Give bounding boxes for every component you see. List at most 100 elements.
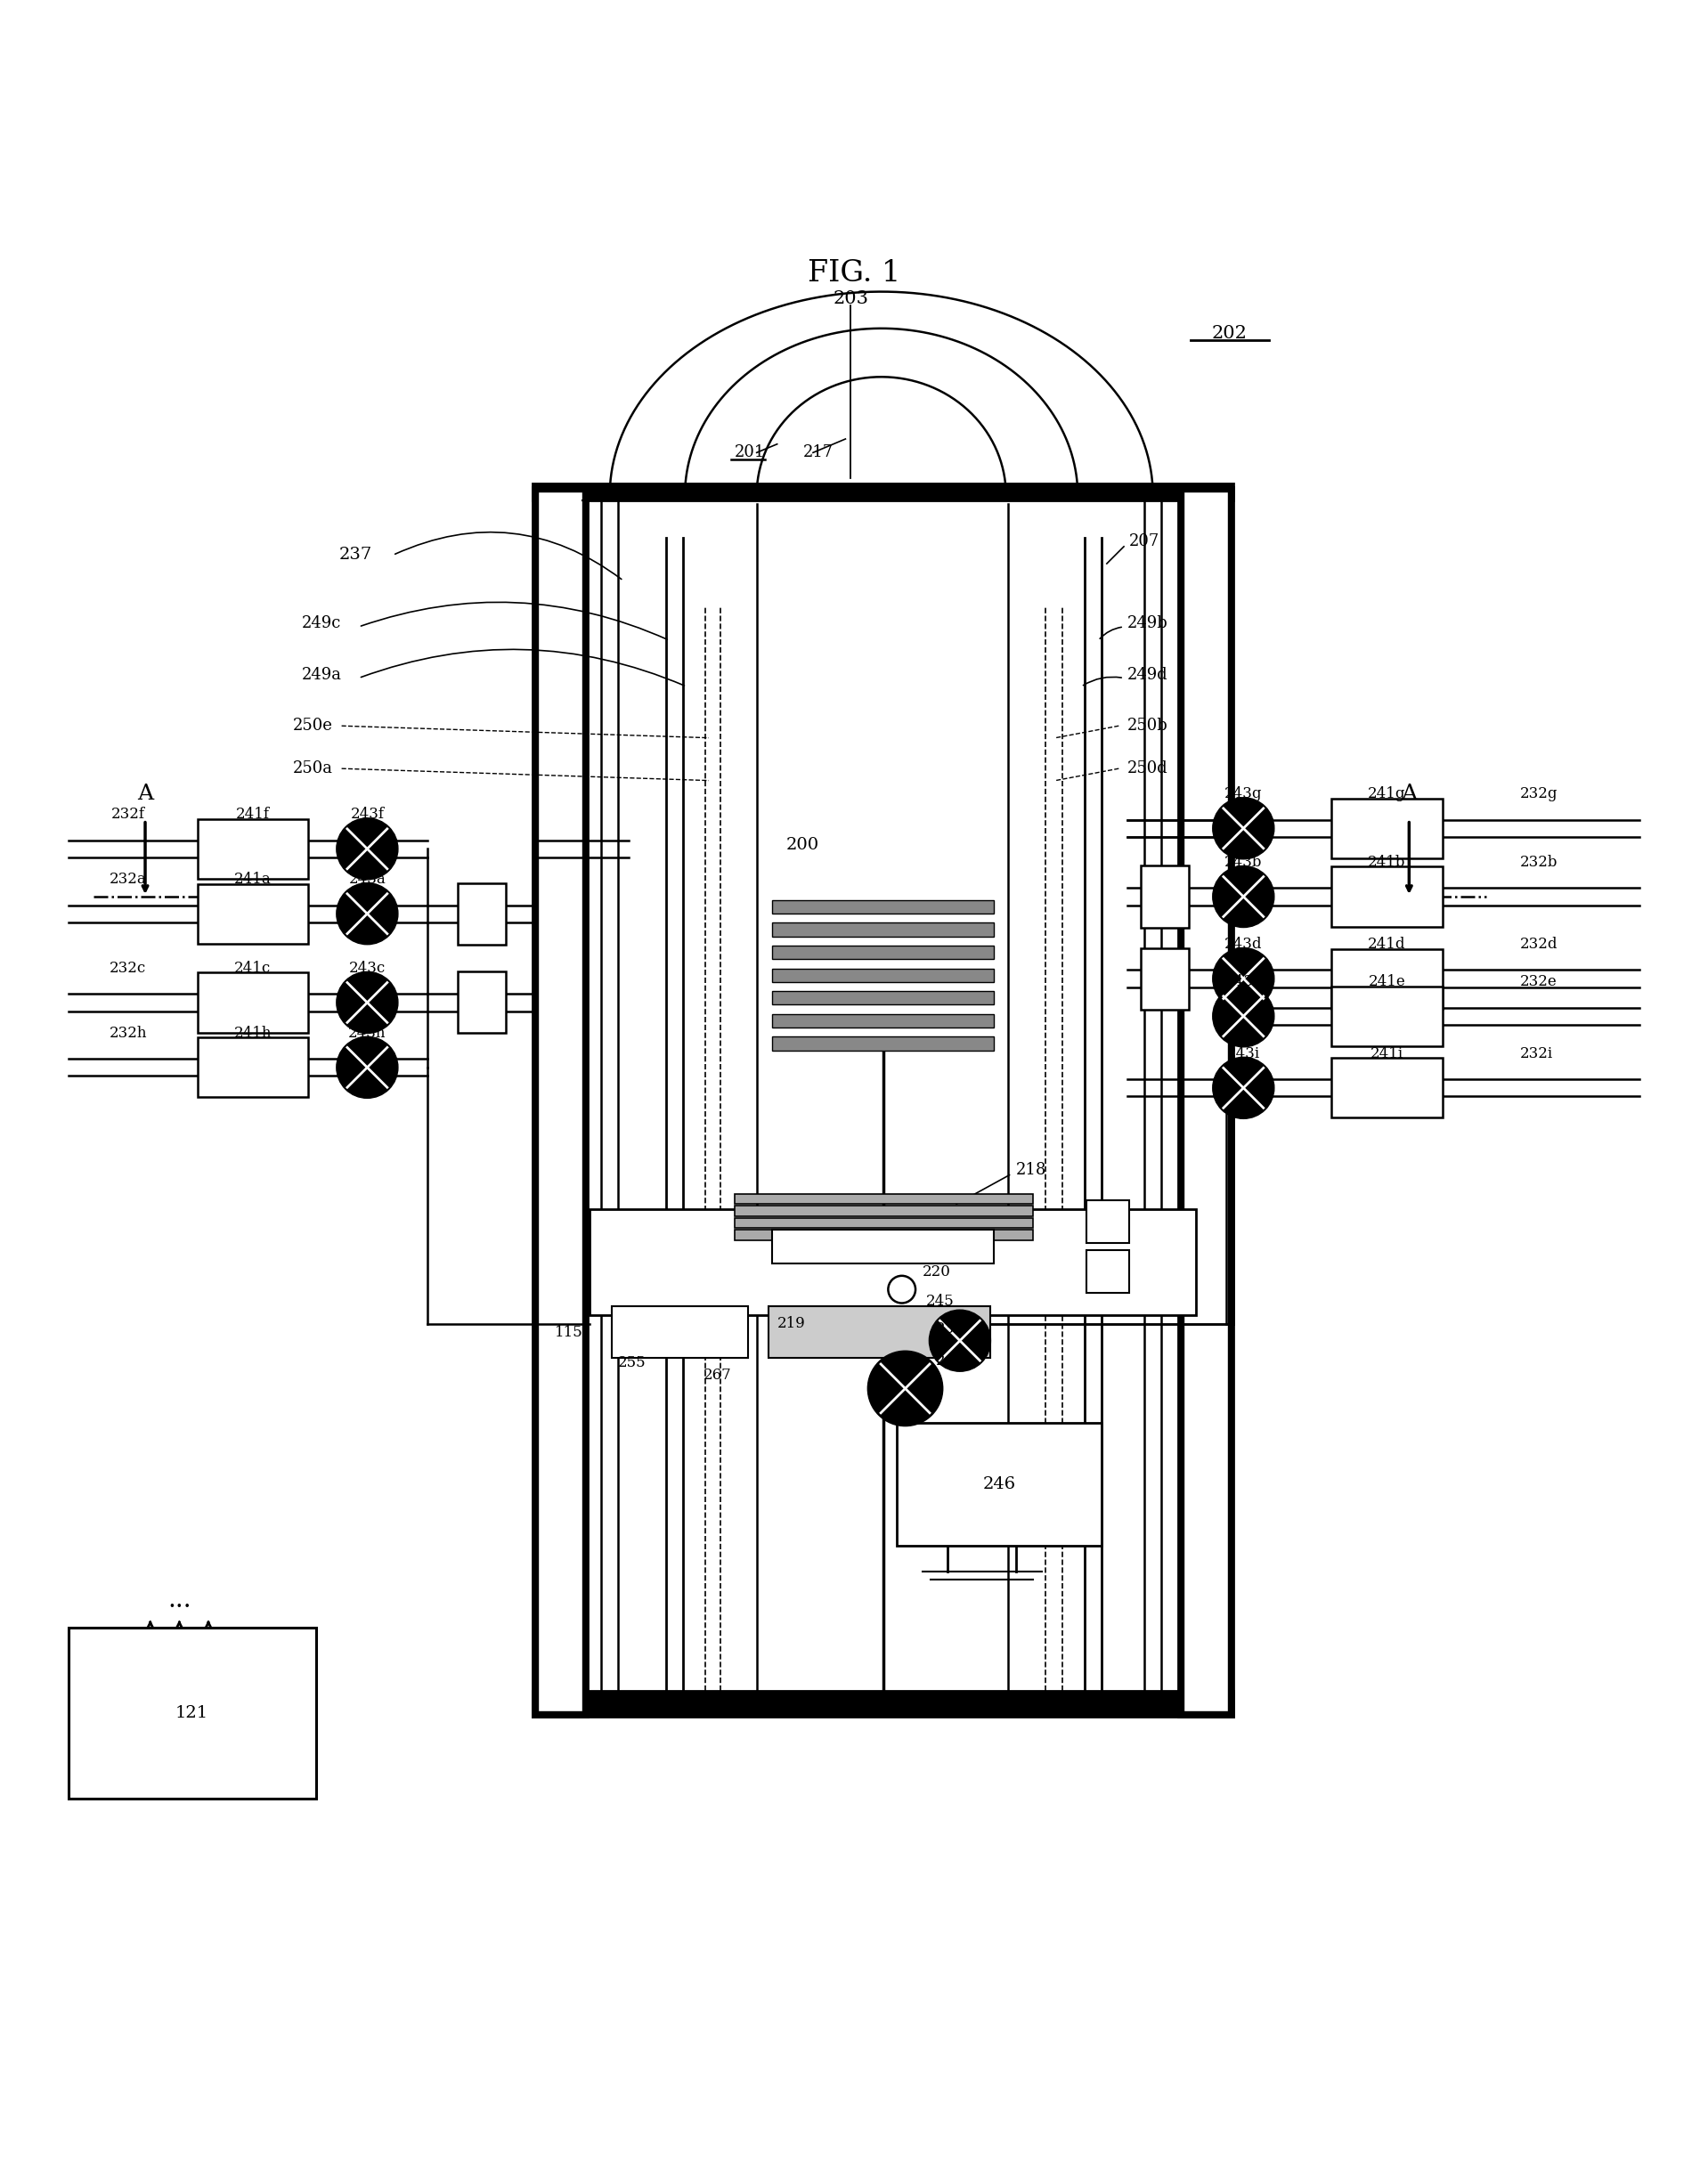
Circle shape — [336, 818, 398, 881]
Bar — [772, 991, 994, 1004]
Text: 249c: 249c — [302, 616, 342, 631]
Text: 200: 200 — [786, 837, 818, 852]
Text: 232i: 232i — [1520, 1045, 1553, 1061]
Bar — [897, 1423, 1102, 1546]
Bar — [198, 1037, 309, 1098]
Text: 203: 203 — [834, 291, 868, 308]
Bar — [734, 1217, 1033, 1228]
Text: 207: 207 — [1129, 534, 1160, 549]
Circle shape — [1213, 948, 1274, 1009]
Text: 241b: 241b — [1368, 855, 1406, 870]
Bar — [1086, 1202, 1129, 1243]
Text: 245: 245 — [926, 1295, 955, 1308]
Text: 243g: 243g — [1225, 787, 1262, 803]
Bar — [734, 1193, 1033, 1204]
Text: 244: 244 — [936, 1353, 965, 1369]
Text: 241g: 241g — [1368, 787, 1406, 803]
Text: 232e: 232e — [1520, 974, 1558, 989]
Text: 250a: 250a — [294, 761, 333, 777]
Text: 217: 217 — [803, 445, 834, 460]
Text: 267: 267 — [704, 1366, 731, 1382]
Text: 220: 220 — [922, 1265, 951, 1280]
Bar — [772, 922, 994, 937]
Bar — [772, 967, 994, 983]
Bar — [772, 946, 994, 959]
Circle shape — [929, 1310, 991, 1371]
Text: 202: 202 — [1213, 325, 1247, 341]
Text: 201: 201 — [734, 445, 765, 460]
Text: 232c: 232c — [109, 961, 147, 976]
Text: 218: 218 — [1016, 1163, 1047, 1178]
Text: 241f: 241f — [236, 807, 270, 822]
Text: 249d: 249d — [1127, 666, 1168, 683]
Text: 241a: 241a — [234, 872, 272, 887]
Circle shape — [1213, 1056, 1274, 1119]
Text: 241e: 241e — [1368, 974, 1406, 989]
Bar — [533, 486, 588, 1716]
Bar — [1141, 948, 1189, 1009]
Text: 232g: 232g — [1520, 787, 1558, 803]
Bar — [458, 972, 506, 1032]
Text: 255: 255 — [618, 1356, 646, 1371]
Text: 243c: 243c — [348, 961, 386, 976]
Circle shape — [336, 972, 398, 1032]
Circle shape — [1213, 865, 1274, 928]
Bar — [1141, 865, 1189, 928]
Text: 243a: 243a — [348, 872, 386, 887]
Text: A: A — [1401, 783, 1418, 805]
Bar — [533, 484, 1233, 501]
Bar — [1179, 486, 1233, 1716]
Text: 241h: 241h — [234, 1026, 272, 1041]
Text: 246: 246 — [982, 1477, 1016, 1492]
Text: 115: 115 — [555, 1325, 582, 1340]
Bar — [772, 1230, 994, 1265]
Bar — [533, 1692, 1233, 1716]
Text: 241d: 241d — [1368, 937, 1406, 952]
Bar — [198, 883, 309, 944]
Text: 232a: 232a — [109, 872, 147, 887]
Text: FIG. 1: FIG. 1 — [808, 258, 900, 288]
Text: 237: 237 — [340, 547, 372, 564]
Bar — [1332, 987, 1442, 1045]
Text: 232b: 232b — [1520, 855, 1558, 870]
Bar — [772, 1037, 994, 1050]
Text: 232d: 232d — [1520, 937, 1558, 952]
Bar — [1332, 948, 1442, 1009]
Bar — [1086, 1249, 1129, 1293]
Text: 232h: 232h — [109, 1026, 147, 1041]
Text: ...: ... — [167, 1588, 191, 1612]
Bar — [772, 900, 994, 913]
Bar — [538, 492, 582, 1711]
Bar — [734, 1206, 1033, 1217]
Text: 250e: 250e — [294, 718, 333, 733]
Bar — [458, 883, 506, 944]
Text: 250d: 250d — [1127, 761, 1168, 777]
Text: 241i: 241i — [1370, 1045, 1404, 1061]
Text: 249a: 249a — [302, 666, 342, 683]
Circle shape — [868, 1351, 943, 1425]
Bar — [734, 1230, 1033, 1241]
Text: 231: 231 — [936, 1321, 965, 1336]
Circle shape — [336, 883, 398, 944]
Text: 243e: 243e — [1225, 974, 1262, 989]
Circle shape — [1213, 985, 1274, 1048]
Bar — [198, 972, 309, 1032]
Bar — [772, 1013, 994, 1028]
Text: 243b: 243b — [1225, 855, 1262, 870]
Circle shape — [1213, 798, 1274, 859]
Text: 232f: 232f — [111, 807, 145, 822]
Text: A: A — [137, 783, 154, 805]
Text: 219: 219 — [777, 1317, 806, 1332]
Bar — [611, 1306, 748, 1358]
Bar — [1332, 798, 1442, 859]
Bar — [68, 1627, 316, 1798]
Text: 249b: 249b — [1127, 616, 1168, 631]
Text: 243h: 243h — [348, 1026, 386, 1041]
Bar — [589, 1208, 1196, 1314]
Text: 243d: 243d — [1225, 937, 1262, 952]
Bar — [1332, 868, 1442, 926]
Bar — [1184, 492, 1228, 1711]
Text: 250b: 250b — [1127, 718, 1168, 733]
Circle shape — [336, 1037, 398, 1098]
Bar — [198, 820, 309, 878]
